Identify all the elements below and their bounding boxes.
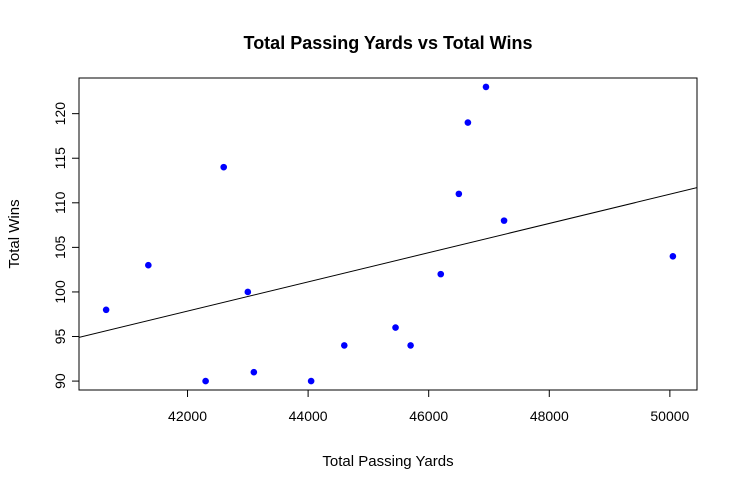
data-point bbox=[392, 324, 399, 331]
y-tick-label: 100 bbox=[52, 280, 68, 304]
x-axis-label: Total Passing Yards bbox=[322, 453, 453, 470]
data-point bbox=[437, 270, 445, 278]
x-tick-label: 50000 bbox=[650, 408, 689, 424]
y-tick-label: 95 bbox=[52, 329, 68, 345]
y-tick-label: 110 bbox=[52, 191, 68, 214]
data-point bbox=[145, 261, 152, 269]
x-tick-label: 46000 bbox=[409, 408, 448, 424]
plot-content bbox=[79, 83, 697, 385]
data-point bbox=[669, 252, 677, 260]
data-point bbox=[407, 342, 414, 349]
plot-area-border bbox=[78, 77, 698, 391]
data-point bbox=[340, 342, 348, 349]
data-point bbox=[307, 377, 315, 385]
y-axis: 90 95 100 105 110 115 120 bbox=[52, 102, 80, 389]
x-tick-label: 42000 bbox=[168, 408, 207, 424]
data-point bbox=[464, 119, 472, 126]
y-tick-label: 90 bbox=[52, 373, 68, 389]
data-point bbox=[455, 190, 463, 198]
x-axis: 42000 44000 46000 48000 50000 bbox=[168, 389, 690, 424]
x-tick-label: 44000 bbox=[289, 408, 328, 424]
y-tick-label: 115 bbox=[52, 147, 68, 170]
y-tick-label: 120 bbox=[52, 102, 68, 126]
data-point bbox=[102, 306, 110, 314]
data-point bbox=[482, 83, 490, 91]
y-tick-label: 105 bbox=[52, 235, 68, 259]
x-tick-label: 48000 bbox=[530, 408, 569, 424]
data-point bbox=[244, 288, 252, 296]
chart-title: Total Passing Yards vs Total Wins bbox=[244, 33, 533, 53]
data-point bbox=[202, 377, 209, 385]
regression-line bbox=[79, 187, 697, 338]
data-point bbox=[500, 217, 508, 224]
y-axis-label: Total Wins bbox=[6, 199, 23, 268]
data-point bbox=[250, 368, 258, 376]
data-point bbox=[220, 163, 228, 171]
